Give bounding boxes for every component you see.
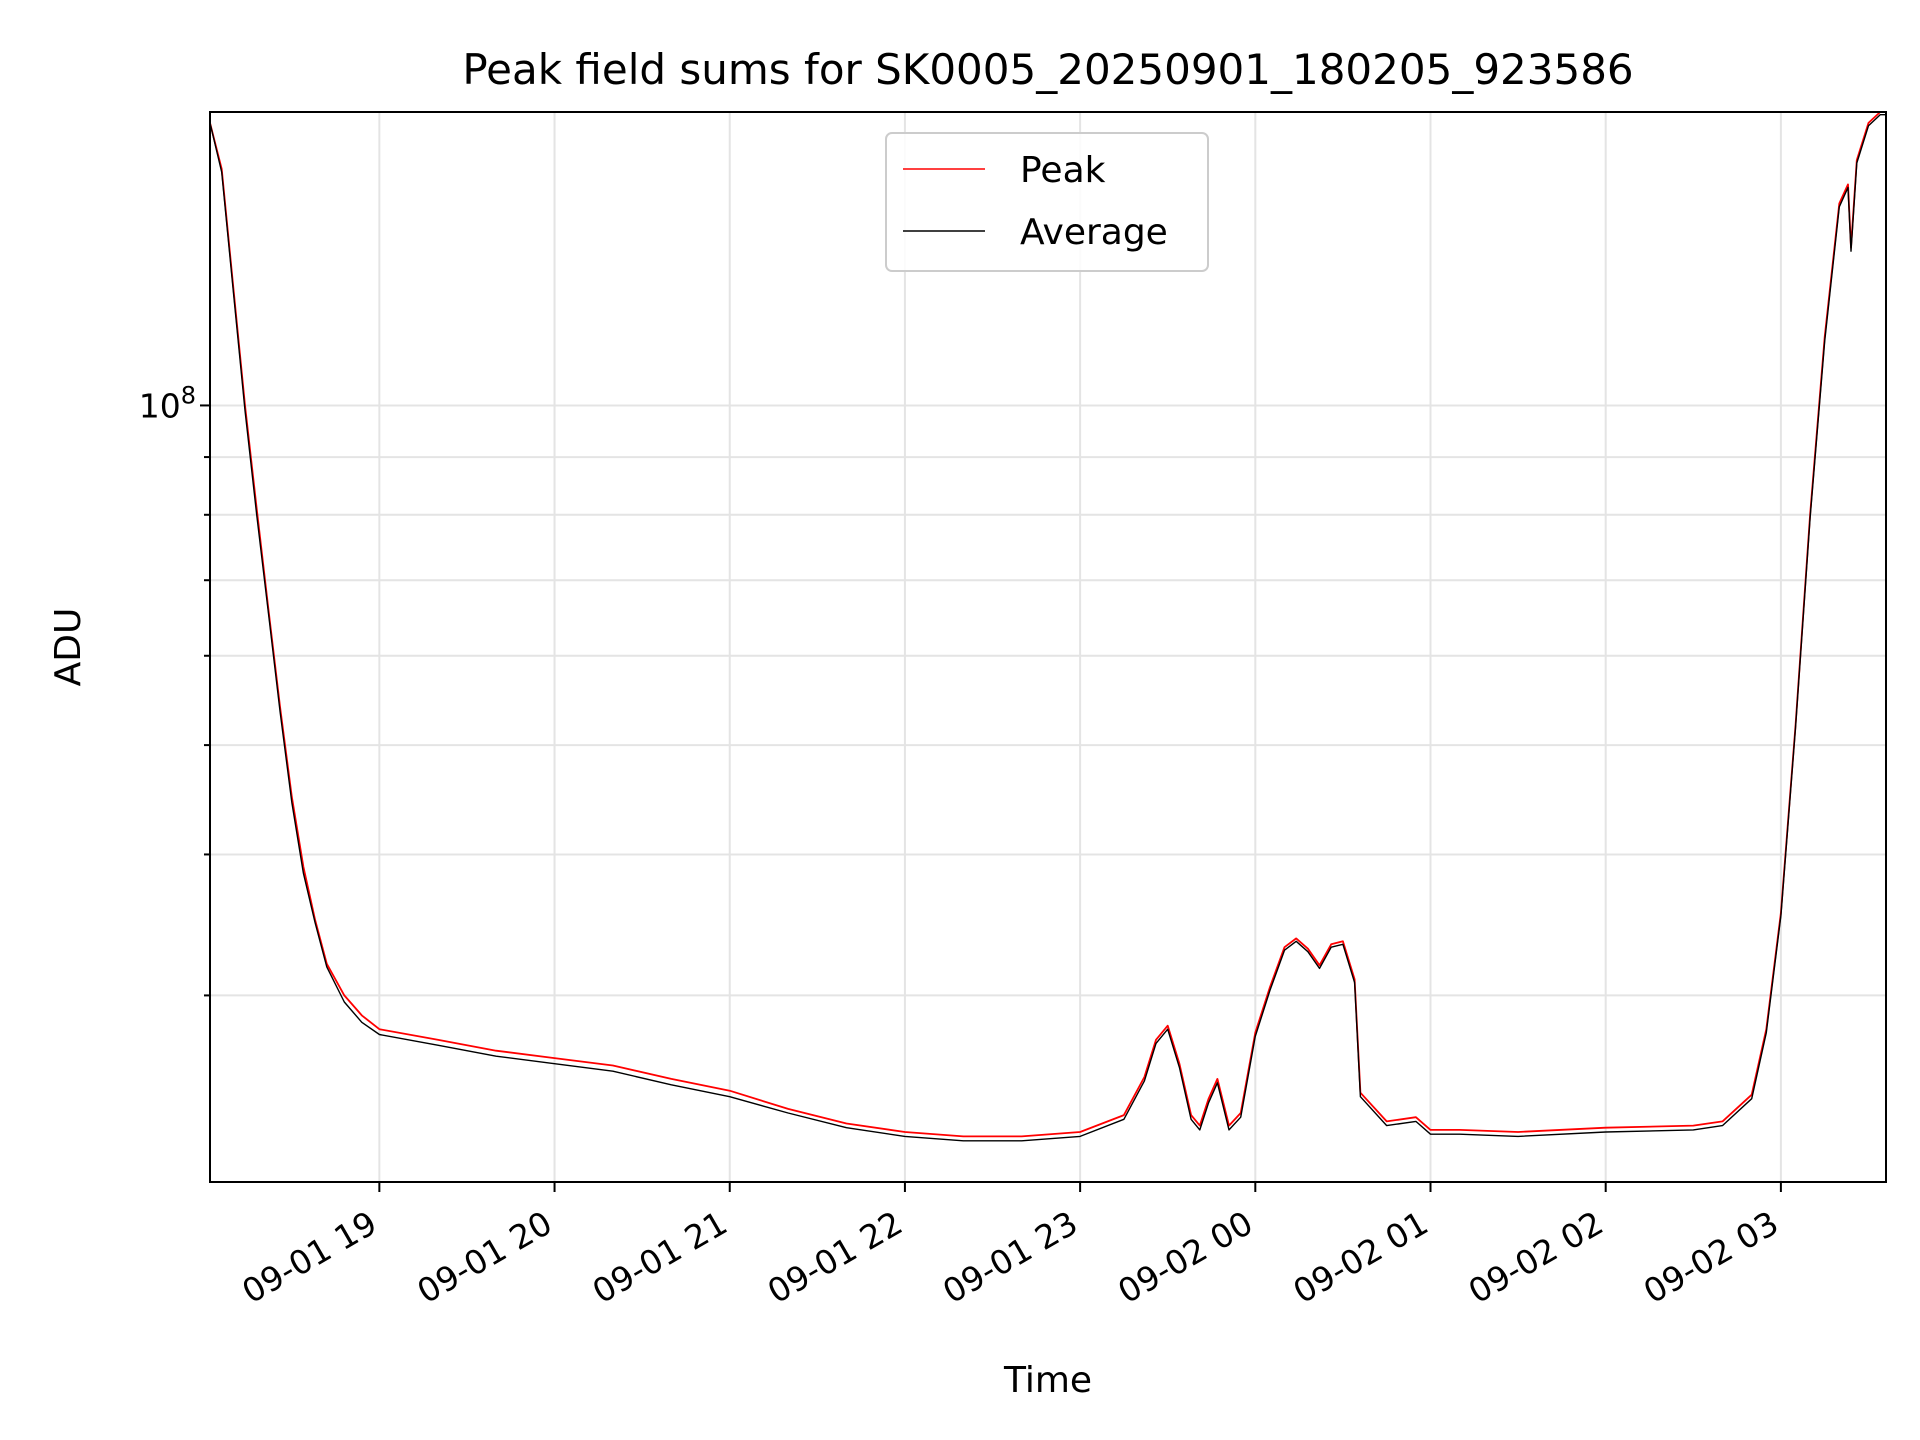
legend-box (885, 132, 1209, 272)
plot-frame (209, 111, 1887, 1183)
y-axis-label: ADU (48, 608, 89, 687)
series-line-average (209, 113, 1886, 1142)
legend-label-peak: Peak (1020, 150, 1106, 191)
series-layer (209, 111, 1886, 1142)
series-line-peak (209, 111, 1886, 1138)
y-axis-ticks: 108 (139, 381, 210, 997)
x-axis-label: Time (1003, 1360, 1092, 1401)
chart-title: Peak field sums for SK0005_20250901_1802… (462, 45, 1633, 94)
legend-label-average: Average (1020, 212, 1168, 253)
y-tick-exponent: 8 (181, 381, 196, 409)
legend: Peak Average (885, 132, 1209, 272)
y-tick-base: 10 (139, 386, 181, 425)
y-tick-label: 108 (139, 381, 196, 425)
grid (210, 112, 1886, 1182)
